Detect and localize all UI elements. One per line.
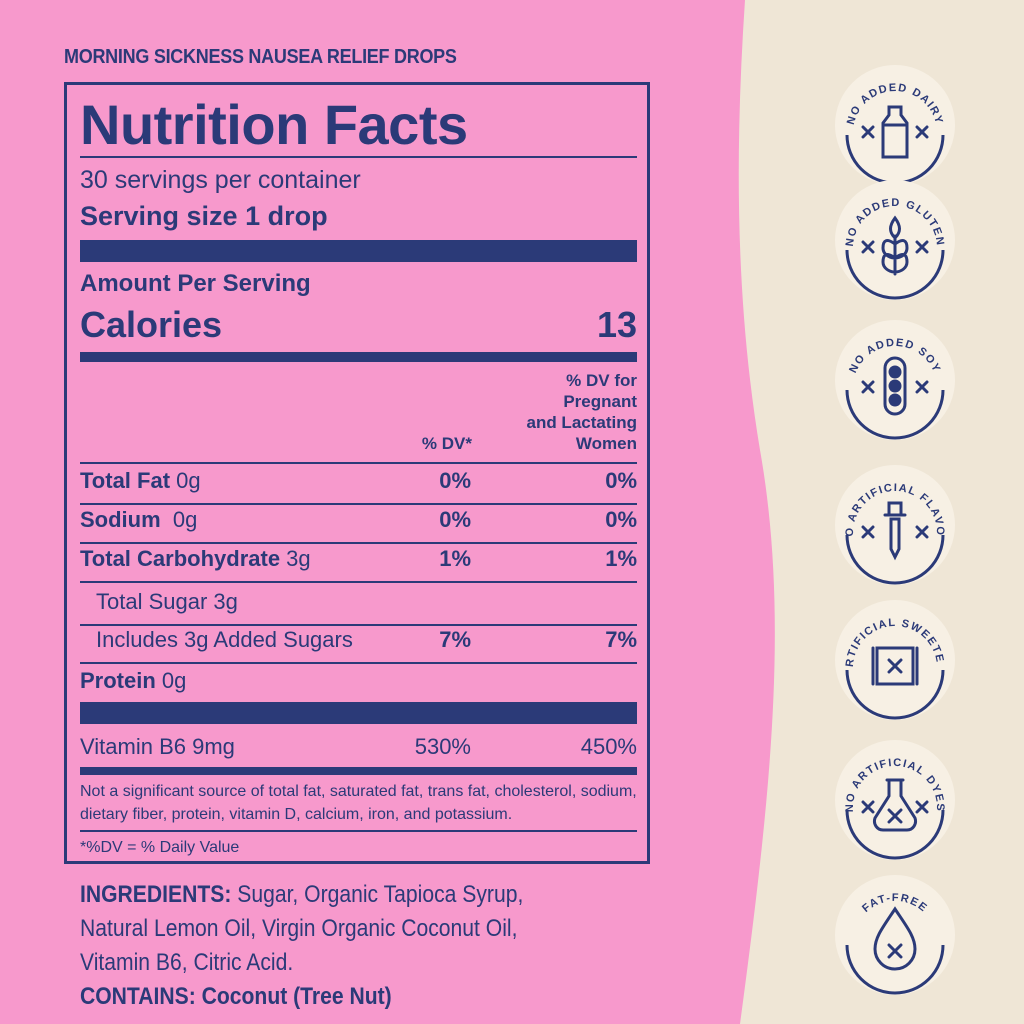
badge-no-added-dairy: NO ADDED DAIRY <box>833 63 957 187</box>
drop-icon <box>873 906 917 971</box>
divider-thick <box>80 240 637 262</box>
calories-label: Calories <box>80 304 223 345</box>
nutrition-facts-panel <box>64 82 650 864</box>
calories-value: 13 <box>596 304 637 345</box>
nutrient-row: Total Sugar 3g <box>96 589 238 614</box>
candy-wrapper-icon <box>871 646 919 686</box>
vitamin-row: Vitamin B6 9mg 530% 450% <box>80 734 637 759</box>
divider-thick <box>80 702 637 724</box>
servings-per-container: 30 servings per container <box>80 166 361 194</box>
dv-column-header: % DV* <box>421 434 472 453</box>
footnote: Not a significant source of total fat, s… <box>80 783 637 823</box>
badge-no-artificial-dyes: NO ARTIFICIAL DYES <box>833 738 957 862</box>
nutrient-row: Sodium 0g 0% 0% <box>80 507 637 532</box>
nutrient-row: Total Fat 0g 0% 0% <box>80 468 637 493</box>
ingredients: INGREDIENTS: Sugar, Organic Tapioca Syru… <box>80 881 524 1010</box>
badge-fat-free: FAT-FREE <box>833 873 957 997</box>
badge-no-added-gluten: NO ADDED GLUTEN <box>833 178 957 302</box>
badge-no-artificial-sweeteners: NO ARTIFICIAL SWEETENERS <box>828 589 957 722</box>
nutrient-row: Protein 0g <box>80 668 187 693</box>
flask-icon <box>861 778 929 832</box>
product-title: MORNING SICKNESS NAUSEA RELIEF DROPS <box>64 46 457 68</box>
wheat-icon <box>861 215 929 276</box>
soybean-icon <box>861 356 929 416</box>
nutrient-row: Total Carbohydrate 3g 1% 1% <box>80 546 637 571</box>
divider-medium <box>80 352 637 362</box>
dv-pregnant-column-header: % DV for Pregnant and Lactating Women <box>526 371 637 453</box>
dropper-icon <box>861 501 929 561</box>
milk-bottle-icon <box>861 105 929 159</box>
dv-note: *%DV = % Daily Value <box>80 839 240 856</box>
nutrition-facts-heading: Nutrition Facts <box>80 93 468 156</box>
nutrient-row: Includes 3g Added Sugars 7% 7% <box>96 627 637 652</box>
amount-per-serving: Amount Per Serving <box>80 270 311 297</box>
badge-no-added-soy: NO ADDED SOY <box>833 318 957 442</box>
serving-size: Serving size 1 drop <box>80 201 328 231</box>
